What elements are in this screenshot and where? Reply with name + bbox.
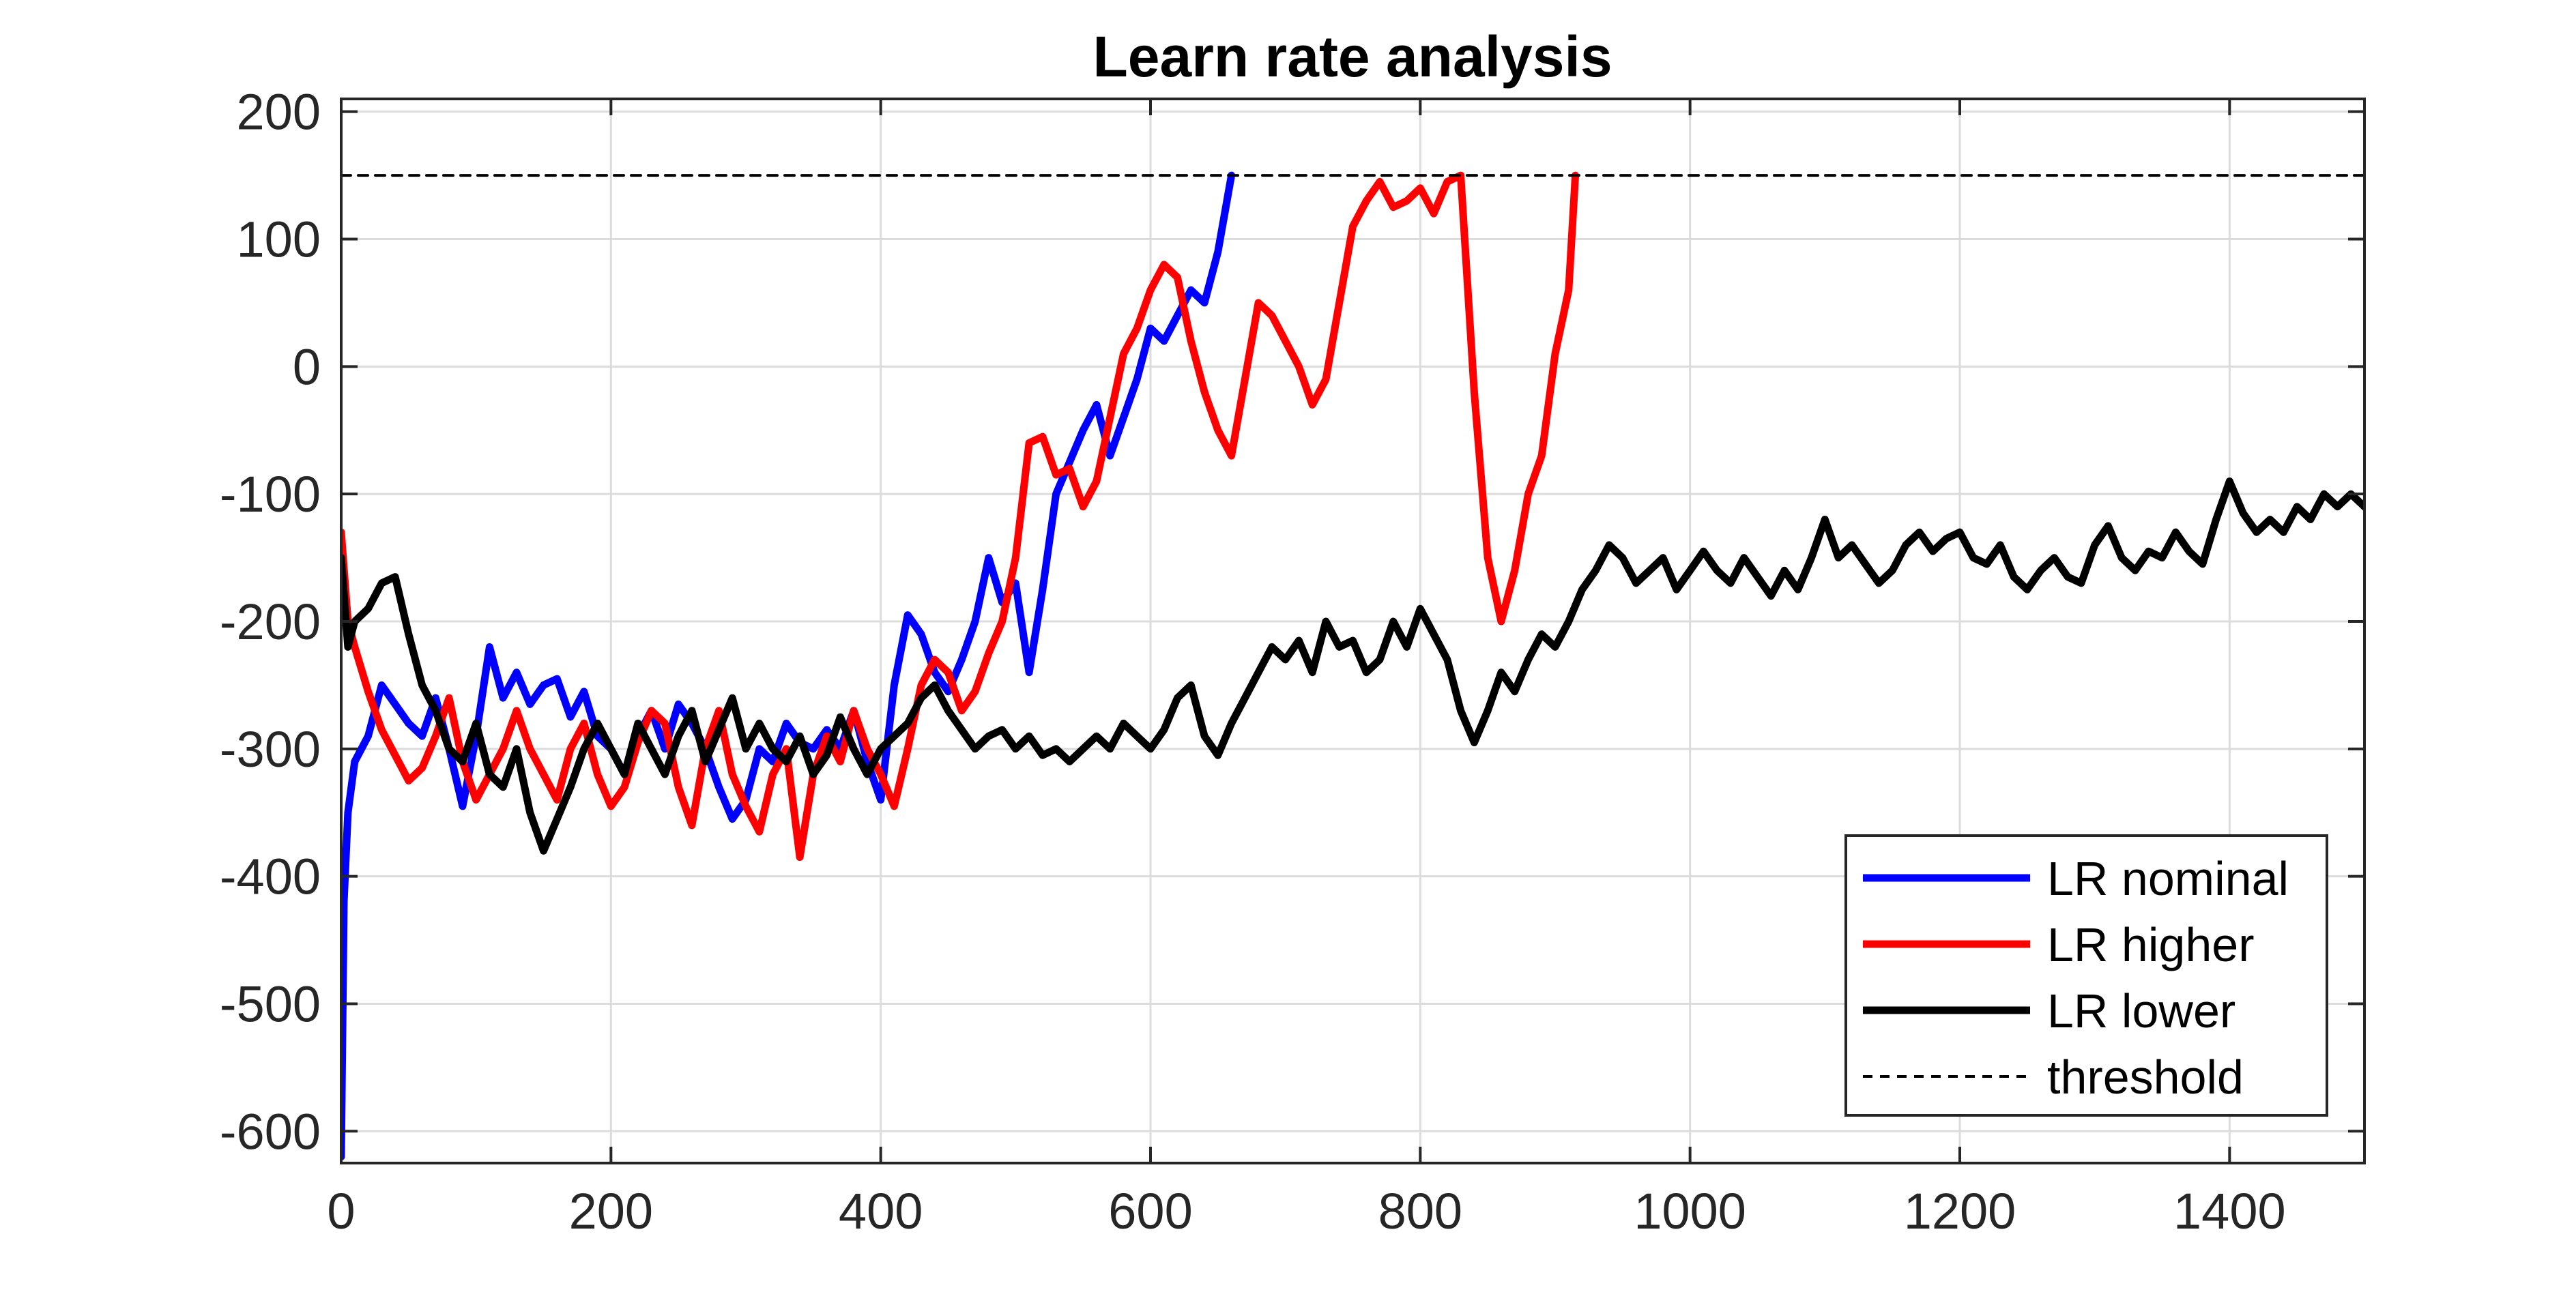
chart-title: Learn rate analysis [1092, 25, 1612, 89]
x-tick-label: 800 [1378, 1183, 1462, 1239]
y-tick-label: 200 [237, 84, 321, 141]
legend-label-threshold: threshold [2047, 1051, 2244, 1104]
y-tick-label: -600 [220, 1103, 321, 1160]
x-tick-label: 0 [327, 1183, 355, 1239]
axis-ticks: 0 200 400 600 800 1000 1200 14002001000-100-200… [220, 84, 2364, 1239]
legend: LR nominal LR higher LR lower threshold [1844, 834, 2328, 1117]
y-tick-label: -300 [220, 721, 321, 778]
series-lines [341, 171, 2364, 1161]
y-tick-label: -100 [220, 466, 321, 523]
y-tick-label: -400 [220, 849, 321, 905]
series-line-lr-nominal [341, 171, 1236, 1161]
y-tick-label: 100 [237, 211, 321, 268]
y-tick-label: -200 [220, 593, 321, 650]
x-tick-label: 1000 [1634, 1183, 1746, 1239]
series-line-lr-lower [341, 478, 2364, 855]
legend-label-lr-lower: LR lower [2047, 984, 2235, 1038]
x-tick-label: 1200 [1904, 1183, 2016, 1239]
legend-box [1844, 834, 2328, 1117]
x-tick-label: 400 [839, 1183, 923, 1239]
x-tick-label: 200 [569, 1183, 653, 1239]
y-tick-label: 0 [293, 338, 321, 395]
plot-frame [340, 98, 2366, 1164]
x-tick-label: 1400 [2173, 1183, 2286, 1239]
series-line-lr-higher [341, 171, 1580, 862]
legend-label-lr-nominal: LR nominal [2047, 852, 2289, 905]
legend-label-lr-higher: LR higher [2047, 918, 2255, 971]
y-tick-label: -500 [220, 975, 321, 1032]
x-tick-label: 600 [1108, 1183, 1192, 1239]
